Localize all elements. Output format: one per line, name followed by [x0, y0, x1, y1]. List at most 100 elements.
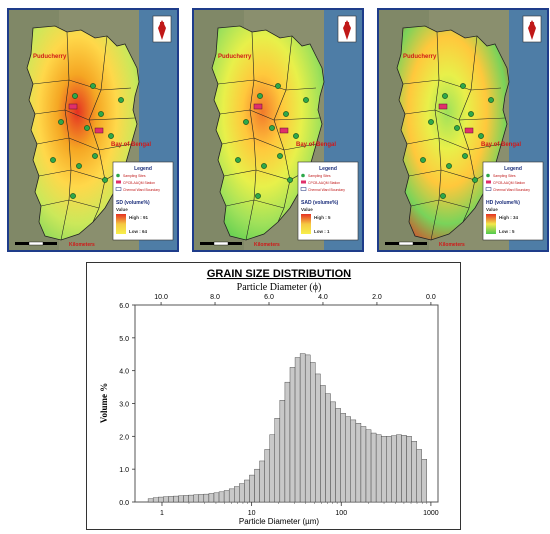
station-marker	[279, 127, 289, 134]
legend-item-label: CPCB-AAQM Station	[493, 181, 525, 185]
map-legend: Legend Sampling Sites CPCB-AAQM Station Che…	[482, 161, 544, 241]
bar	[239, 483, 245, 503]
sampling-site-marker	[102, 177, 108, 183]
y-tick-label: 5.0	[119, 336, 129, 343]
station-marker	[464, 127, 474, 134]
bar	[304, 354, 311, 503]
ward-boundary	[100, 35, 108, 91]
station-icon	[486, 180, 491, 184]
ward-boundary	[430, 31, 442, 241]
bar	[294, 357, 301, 503]
sampling-site-marker	[92, 153, 98, 159]
bar	[269, 434, 275, 503]
north-arrow-icon	[343, 20, 351, 40]
map-svg: N Puducherry Bay of Bengal Legend Sampling S…	[9, 10, 177, 250]
bar	[360, 426, 367, 503]
y-tick-label: 0.0	[119, 500, 129, 507]
sampling-site-marker	[243, 119, 249, 125]
north-arrow-icon	[528, 20, 536, 40]
top-tick-label: 10.0	[154, 294, 168, 301]
scale-bar	[385, 242, 399, 245]
map-legend: Legend Sampling Sites CPCB-AAQM Station Che…	[112, 161, 174, 241]
sampling-site-marker	[255, 193, 261, 199]
place-label-puducherry: Puducherry	[33, 54, 67, 60]
sampling-site-marker	[454, 125, 460, 131]
scale-label: Kilometers	[439, 242, 465, 248]
ward-boundary-icon	[115, 187, 122, 191]
y-tick-label: 1.0	[119, 467, 129, 474]
bar	[350, 419, 357, 503]
bar	[335, 408, 341, 503]
station-marker	[68, 103, 78, 110]
bar	[380, 436, 387, 503]
y-axis-label: Volume %	[99, 383, 109, 423]
sampling-site-marker	[90, 83, 96, 89]
place-label-bay: Bay of Bengal	[481, 142, 521, 148]
legend-low: Low : 64	[129, 229, 147, 234]
bar	[244, 479, 250, 503]
sampling-site-marker	[446, 163, 452, 169]
sampling-site-icon	[486, 173, 490, 178]
ward-boundary	[219, 109, 321, 121]
bar	[223, 490, 230, 503]
y-tick-label: 2.0	[119, 434, 129, 441]
y-tick-label: 4.0	[119, 369, 129, 376]
top-tick-label: 4.0	[318, 294, 328, 301]
sampling-site-marker	[76, 163, 82, 169]
y-tick-label: 3.0	[119, 402, 129, 409]
bar	[325, 393, 331, 503]
x-tick-label: 100	[335, 510, 347, 517]
legend-variable: SD (volume%)	[116, 200, 150, 206]
x-tick-label: 1000	[423, 510, 439, 517]
bar	[158, 496, 164, 503]
x-axis-label: Particle Diameter (µm)	[239, 517, 320, 526]
bar	[330, 401, 336, 503]
legend-value-label: Value	[486, 207, 498, 212]
legend-value-label: Value	[116, 207, 128, 212]
bar	[310, 362, 316, 503]
bar	[228, 488, 235, 503]
top-tick-label: 0.0	[426, 294, 436, 301]
bar	[218, 491, 225, 503]
sampling-site-marker	[488, 97, 494, 103]
bar	[208, 493, 215, 503]
sampling-site-icon	[301, 173, 305, 178]
legend-item-label: Sampling Sites	[493, 174, 516, 178]
bar	[188, 494, 194, 503]
legend-high: High : 91	[129, 215, 148, 220]
x-tick-label: 10	[248, 510, 256, 517]
bar	[370, 432, 377, 503]
top-tick-label: 6.0	[264, 294, 274, 301]
bar	[213, 492, 220, 503]
legend-item-label: CPCB-AAQM Station	[308, 181, 340, 185]
bar	[152, 497, 159, 503]
bar	[365, 429, 372, 503]
scale-bar	[15, 242, 29, 245]
legend-variable: SAD (volume%)	[301, 200, 339, 206]
sampling-site-marker	[58, 119, 64, 125]
ward-boundary	[402, 79, 502, 91]
ward-boundary	[273, 89, 291, 223]
bar	[386, 436, 392, 503]
legend-high: High : 34	[499, 215, 518, 220]
scale-label: Kilometers	[69, 242, 95, 248]
ward-boundary	[406, 137, 502, 151]
sampling-site-marker	[108, 133, 114, 139]
sampling-site-marker	[72, 93, 78, 99]
legend-color-ramp	[301, 214, 311, 234]
top-axis-label: Particle Diameter (ϕ)	[237, 282, 322, 293]
ward-boundary	[404, 109, 506, 121]
sampling-site-icon	[116, 173, 120, 178]
sampling-site-marker	[440, 193, 446, 199]
scale-label: Kilometers	[254, 242, 280, 248]
ward-boundary	[88, 89, 106, 223]
sampling-site-marker	[442, 93, 448, 99]
bar	[289, 367, 296, 503]
bar	[163, 496, 169, 503]
north-label: N	[529, 22, 534, 29]
ward-boundary	[60, 31, 72, 241]
ward-boundary	[458, 89, 476, 223]
top-tick-label: 2.0	[372, 294, 382, 301]
sampling-site-marker	[257, 93, 263, 99]
sampling-site-marker	[303, 97, 309, 103]
